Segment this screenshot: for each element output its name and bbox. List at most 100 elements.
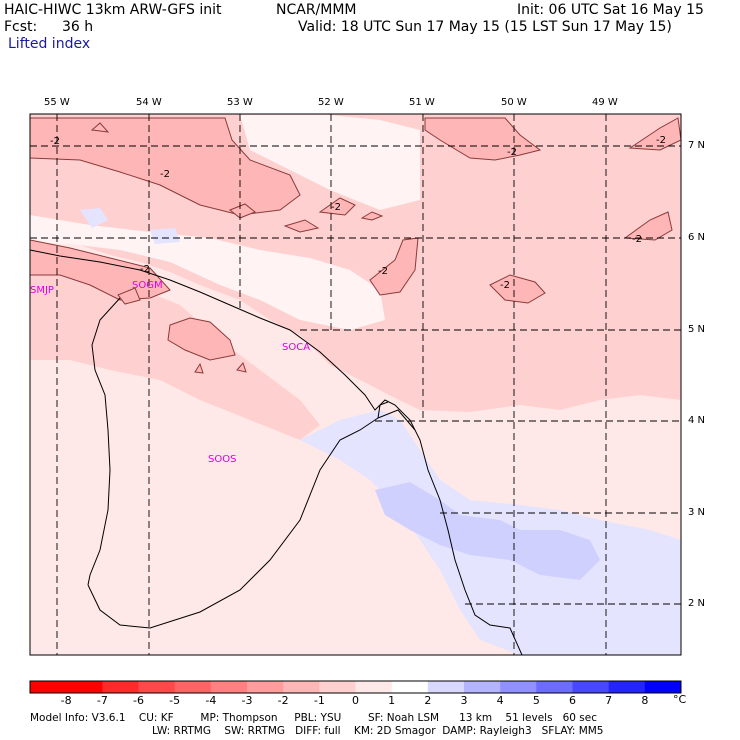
station-label: SOCA — [282, 342, 310, 353]
map-frame — [29, 113, 682, 656]
graticule — [30, 114, 681, 655]
colorbar-swatch — [608, 681, 646, 693]
station-labels: SMJP SOGM SOCA SOOS — [30, 280, 310, 465]
lon-label: 50 W — [501, 97, 527, 108]
lon-label: 55 W — [44, 97, 70, 108]
shade-positive-strong — [375, 482, 600, 580]
forecast-label: Fcst: — [4, 19, 38, 35]
coast-sub — [377, 409, 416, 431]
shade-neg2-ne2 — [628, 117, 681, 151]
shade-neg2-small4 — [360, 211, 384, 221]
model-info-line2: LW: RRTMG SW: RRTMG DIFF: full KM: 2D Sm… — [152, 725, 604, 737]
shade-neg2-mid — [369, 237, 419, 296]
colorbar-tick-label: 0 — [352, 694, 359, 707]
lat-label: 3 N — [688, 507, 706, 518]
colorbar-swatch — [102, 681, 139, 693]
colorbar-tick-label: 5 — [532, 694, 540, 707]
contour-label: -2 — [140, 264, 150, 275]
shade-neutral-patch2 — [240, 115, 420, 210]
contour-label: -2 — [500, 280, 510, 291]
colorbar-swatch — [247, 681, 284, 693]
shade-neg2-small6 — [117, 287, 141, 305]
lon-label: 52 W — [318, 97, 344, 108]
field-shading — [30, 114, 681, 655]
colorbar-swatch — [644, 681, 682, 693]
shade-neg2-small1 — [318, 197, 356, 216]
colorbar-frame — [29, 680, 682, 694]
init-time: Init: 06 UTC Sat 16 May 15 — [517, 2, 704, 18]
station-label: SMJP — [30, 285, 54, 296]
colorbar-tick-label: -4 — [205, 694, 217, 707]
shade-neg2-sogm — [167, 317, 236, 361]
shade-neg2-small5 — [90, 122, 110, 133]
valid-time: Valid: 18 UTC Sun 17 May 15 (15 LST Sun … — [298, 19, 672, 35]
colorbar-swatch — [464, 681, 501, 693]
shade-neg2-e — [623, 211, 673, 241]
institution-label: NCAR/MMM — [276, 2, 357, 18]
contour-label: -2 — [331, 202, 341, 213]
border-east — [377, 401, 389, 419]
lat-label: 7 N — [688, 140, 706, 151]
colorbar-unit: °C — [673, 693, 687, 706]
contour-labels: -2 -2 -2 -2 -2 -2 -2 -2 -2 — [50, 135, 666, 291]
colorbar-swatch — [210, 681, 248, 693]
colorbar-tick-label: -3 — [241, 694, 253, 707]
colorbar-tick-label: 4 — [496, 694, 504, 707]
colorbar-swatch — [391, 681, 429, 693]
colorbar-swatch — [283, 681, 320, 693]
colorbar-tick-label: 8 — [641, 694, 649, 707]
shade-neutral-patch — [30, 215, 385, 330]
station-label: SOGM — [132, 280, 163, 291]
colorbar-tick-label: 6 — [569, 694, 576, 707]
lat-label: 6 N — [688, 232, 706, 243]
colorbar-tick-label: 7 — [605, 694, 613, 707]
colorbar-swatch — [536, 681, 573, 693]
lat-label: 2 N — [688, 598, 706, 609]
model-info-line1: Model Info: V3.6.1 CU: KF MP: Thompson P… — [30, 712, 597, 724]
shade-region-a2 — [30, 255, 320, 440]
contour-label: -2 — [378, 266, 388, 277]
colorbar-swatch — [30, 681, 67, 693]
colorbar-swatch — [138, 681, 176, 693]
colorbar-tick-label: 1 — [388, 694, 396, 707]
colorbar-swatch — [572, 681, 610, 693]
shade-neg2-spot — [489, 274, 546, 304]
lat-label: 4 N — [688, 415, 706, 426]
lon-label: 51 W — [409, 97, 435, 108]
shade-neg2-ne — [424, 117, 542, 161]
shade-neg2-small8 — [194, 362, 204, 374]
contour-label: -2 — [656, 135, 666, 146]
contour-label: -2 — [632, 234, 642, 245]
station-label: SOOS — [208, 454, 236, 465]
colorbar-tick-label: -1 — [313, 694, 325, 707]
colorbar-tick-label: 2 — [424, 694, 432, 707]
colorbar-swatch — [174, 681, 212, 693]
lat-label: 5 N — [688, 324, 706, 335]
border-south — [87, 417, 379, 629]
contour-label: -2 — [50, 136, 60, 147]
colorbar-tick-label: -7 — [96, 694, 108, 707]
lon-label: 49 W — [592, 97, 618, 108]
shade-neg2-west — [30, 239, 171, 301]
shade-positive-spot2 — [150, 228, 180, 244]
colorbar-tick-label: -2 — [277, 694, 289, 707]
shade-neg2-north — [30, 117, 301, 216]
shade-neg2-small7 — [236, 362, 247, 373]
lon-label: 53 W — [227, 97, 253, 108]
colorbar-swatch — [500, 681, 537, 693]
colorbar-swatch — [427, 681, 465, 693]
field-name: Lifted index — [8, 36, 91, 52]
lon-label: 54 W — [136, 97, 162, 108]
colorbar-tick-label: -5 — [169, 694, 181, 707]
colorbar — [29, 680, 682, 694]
colorbar-tick-label: 3 — [460, 694, 468, 707]
forecast-hour: 36 h — [62, 19, 94, 35]
contour-label: -2 — [160, 169, 170, 180]
colorbar-swatch — [319, 681, 356, 693]
border-west — [87, 297, 121, 586]
colorbar-swatch — [66, 681, 103, 693]
colorbar-swatch — [355, 681, 393, 693]
colorbar-tick-label: -8 — [60, 694, 72, 707]
shade-positive-spot — [80, 208, 108, 228]
